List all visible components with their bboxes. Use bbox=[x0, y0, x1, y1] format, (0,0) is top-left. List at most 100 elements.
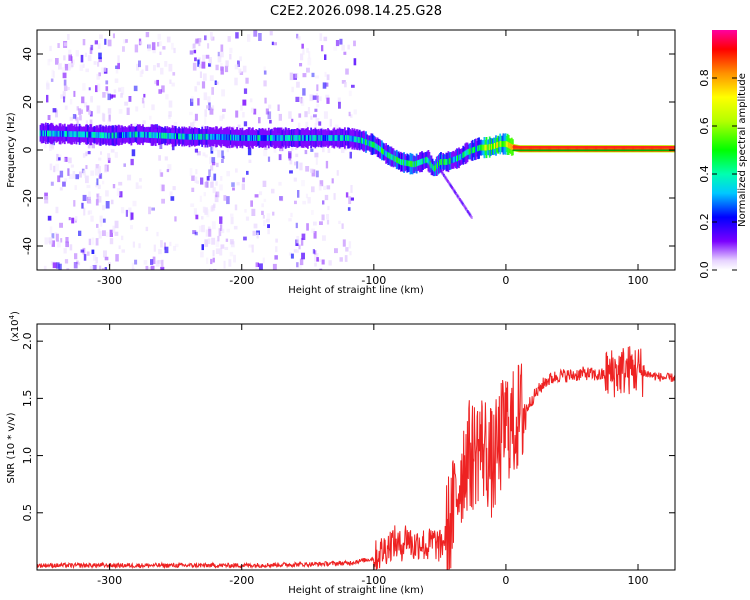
noise-speckle bbox=[128, 96, 132, 102]
noise-speckle bbox=[339, 257, 343, 262]
noise-speckle bbox=[204, 182, 207, 188]
ridge-core bbox=[203, 133, 206, 140]
noise-speckle bbox=[111, 94, 116, 98]
noise-speckle bbox=[221, 228, 225, 234]
ridge-core bbox=[555, 145, 558, 152]
ridge-core bbox=[46, 130, 48, 137]
noise-speckle bbox=[102, 230, 106, 236]
y-tick-label: 20 bbox=[21, 95, 34, 109]
noise-speckle bbox=[106, 90, 109, 95]
ridge-core bbox=[122, 132, 124, 138]
noise-speckle bbox=[125, 39, 128, 43]
noise-speckle bbox=[63, 85, 68, 91]
ridge-core bbox=[652, 145, 655, 152]
ridge-core bbox=[447, 158, 450, 165]
ridge-core bbox=[143, 131, 145, 138]
noise-speckle bbox=[313, 114, 317, 118]
noise-speckle bbox=[75, 174, 79, 180]
noise-speckle bbox=[107, 153, 111, 161]
noise-speckle bbox=[60, 94, 64, 99]
ridge-core bbox=[612, 145, 615, 152]
ridge-core bbox=[590, 145, 592, 152]
noise-speckle bbox=[291, 86, 294, 93]
ridge-core bbox=[569, 145, 571, 152]
ridge-core bbox=[432, 165, 435, 172]
noise-speckle bbox=[316, 253, 319, 261]
ridge-core bbox=[461, 153, 464, 159]
noise-speckle bbox=[207, 43, 210, 49]
ridge-core bbox=[472, 147, 475, 153]
noise-speckle bbox=[128, 207, 132, 213]
noise-speckle bbox=[294, 161, 296, 166]
ridge-core bbox=[202, 133, 205, 140]
ridge-core bbox=[431, 164, 434, 170]
noise-speckle bbox=[78, 108, 82, 115]
noise-speckle bbox=[326, 185, 331, 190]
noise-speckle bbox=[156, 231, 159, 237]
noise-speckle bbox=[86, 105, 90, 112]
noise-speckle bbox=[315, 118, 320, 125]
noise-speckle bbox=[322, 235, 326, 241]
noise-speckle bbox=[204, 239, 209, 247]
ridge-core bbox=[556, 145, 559, 152]
noise-speckle bbox=[220, 44, 224, 52]
noise-speckle bbox=[193, 208, 197, 216]
ridge-core bbox=[311, 135, 313, 141]
noise-speckle bbox=[296, 236, 300, 244]
ridge-core bbox=[176, 133, 178, 140]
ridge-core bbox=[75, 131, 78, 138]
ridge-core bbox=[285, 135, 288, 141]
noise-speckle bbox=[310, 115, 313, 120]
noise-speckle bbox=[242, 99, 247, 106]
ridge-core bbox=[384, 149, 386, 156]
noise-speckle bbox=[50, 181, 54, 186]
noise-speckle bbox=[334, 248, 338, 254]
noise-speckle bbox=[151, 104, 155, 111]
noise-speckle bbox=[247, 147, 252, 156]
ridge-core bbox=[605, 145, 607, 152]
noise-speckle bbox=[81, 96, 85, 104]
noise-speckle bbox=[194, 231, 198, 236]
ridge-core bbox=[480, 144, 483, 151]
noise-speckle bbox=[165, 94, 169, 100]
ridge-core bbox=[246, 135, 249, 141]
ridge-core bbox=[278, 135, 281, 141]
noise-speckle bbox=[159, 141, 163, 149]
noise-speckle bbox=[73, 262, 78, 269]
noise-speckle bbox=[163, 242, 166, 250]
ridge-core bbox=[183, 133, 186, 140]
ridge-core bbox=[115, 132, 118, 139]
ridge-core bbox=[614, 145, 617, 152]
ridge-core bbox=[110, 132, 113, 139]
ridge-core bbox=[373, 142, 376, 148]
noise-speckle bbox=[161, 198, 165, 204]
ridge-core bbox=[193, 133, 196, 140]
noise-speckle bbox=[217, 51, 221, 57]
ridge-core bbox=[332, 135, 335, 141]
noise-speckle bbox=[107, 39, 112, 47]
ridge-core bbox=[540, 145, 543, 152]
noise-speckle bbox=[229, 47, 233, 54]
noise-speckle bbox=[68, 63, 73, 69]
noise-speckle bbox=[211, 87, 214, 95]
noise-speckle bbox=[135, 182, 139, 189]
ridge-core bbox=[658, 145, 661, 152]
noise-speckle bbox=[190, 98, 194, 106]
noise-speckle bbox=[47, 59, 51, 66]
ridge-core bbox=[608, 145, 610, 152]
noise-speckle bbox=[338, 101, 341, 109]
ridge-core bbox=[497, 141, 499, 148]
colorbar-tick-label: 0.8 bbox=[698, 69, 711, 87]
noise-speckle bbox=[253, 223, 258, 229]
ridge-core bbox=[252, 135, 254, 141]
noise-speckle bbox=[169, 79, 172, 84]
noise-speckle bbox=[219, 248, 223, 256]
noise-speckle bbox=[173, 122, 178, 129]
ridge-core bbox=[214, 133, 216, 140]
ridge-core bbox=[383, 149, 385, 155]
noise-speckle bbox=[264, 97, 267, 104]
ridge-core bbox=[606, 145, 608, 152]
ridge-core bbox=[117, 132, 120, 139]
noise-speckle bbox=[222, 114, 225, 119]
ridge-core bbox=[104, 132, 106, 139]
